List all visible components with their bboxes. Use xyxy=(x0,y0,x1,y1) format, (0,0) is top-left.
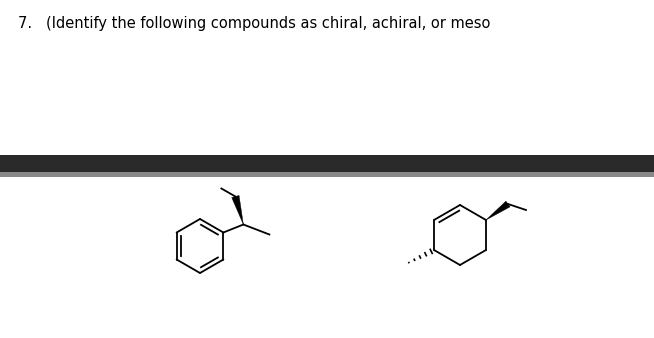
Polygon shape xyxy=(486,201,510,220)
Text: 7.   (Identify the following compounds as chiral, achiral, or meso: 7. (Identify the following compounds as … xyxy=(18,16,490,31)
Polygon shape xyxy=(232,195,243,224)
Bar xyxy=(0,155,654,172)
Bar xyxy=(0,172,654,177)
